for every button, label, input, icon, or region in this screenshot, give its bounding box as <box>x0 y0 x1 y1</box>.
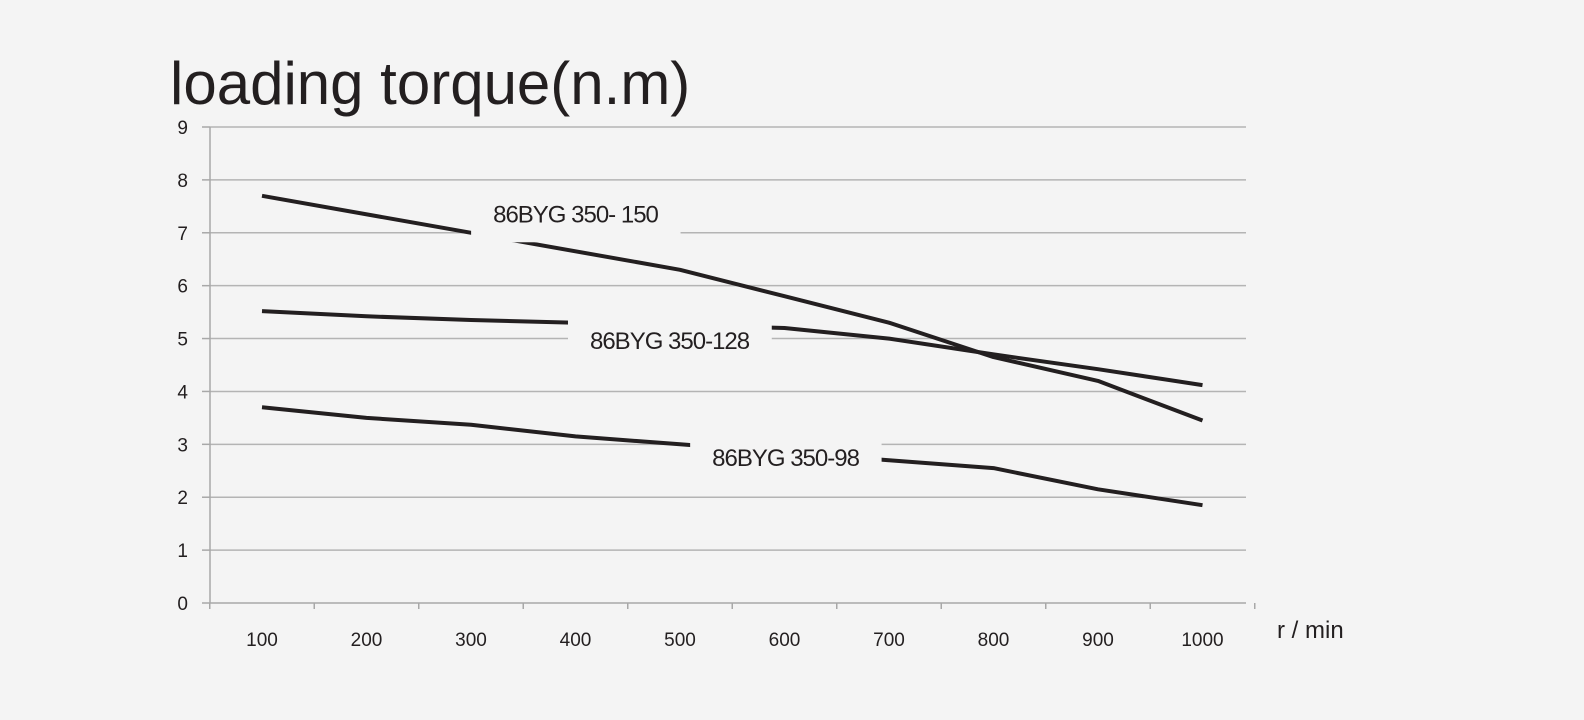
x-tick-label: 300 <box>455 630 487 651</box>
series-label-2: 86BYG 350-128 <box>590 328 750 355</box>
x-tick-label: 700 <box>873 630 905 651</box>
x-tick-label: 900 <box>1082 630 1114 651</box>
series-label-3: 86BYG 350-98 <box>712 445 859 472</box>
y-tick-label: 1 <box>177 541 188 562</box>
y-tick-label: 2 <box>177 488 188 509</box>
x-tick-label: 1000 <box>1181 630 1223 651</box>
y-tick-label: 4 <box>177 382 188 403</box>
x-tick-label: 800 <box>978 630 1010 651</box>
x-tick-label: 500 <box>664 630 696 651</box>
x-tick-label: 100 <box>246 630 278 651</box>
y-tick-label: 7 <box>177 224 188 245</box>
y-tick-label: 9 <box>177 118 188 139</box>
x-tick-label: 200 <box>351 630 383 651</box>
series-labels: 86BYG 350- 150 86BYG 350-128 86BYG 350-98 <box>471 187 882 487</box>
series-label-1: 86BYG 350- 150 <box>493 201 658 228</box>
y-tick-label: 6 <box>177 277 188 298</box>
x-tick-label: 400 <box>560 630 592 651</box>
y-tick-label: 0 <box>177 594 188 615</box>
x-axis-unit-label: r / min <box>1277 617 1344 644</box>
series-label-bg <box>471 187 681 243</box>
series-label-bg <box>690 431 882 487</box>
chart-title: loading torque(n.m) <box>170 50 690 117</box>
y-tick-label: 3 <box>177 435 188 456</box>
series-label-bg <box>567 314 772 370</box>
axes: 0 1 2 3 4 5 6 7 8 9 100 200 300 400 500 600 700 800 900 100… <box>177 118 1256 651</box>
x-tick-label: 600 <box>769 630 801 651</box>
y-tick-label: 8 <box>177 171 188 192</box>
series-line-1 <box>261 193 1204 423</box>
y-tick-label: 5 <box>177 330 188 351</box>
